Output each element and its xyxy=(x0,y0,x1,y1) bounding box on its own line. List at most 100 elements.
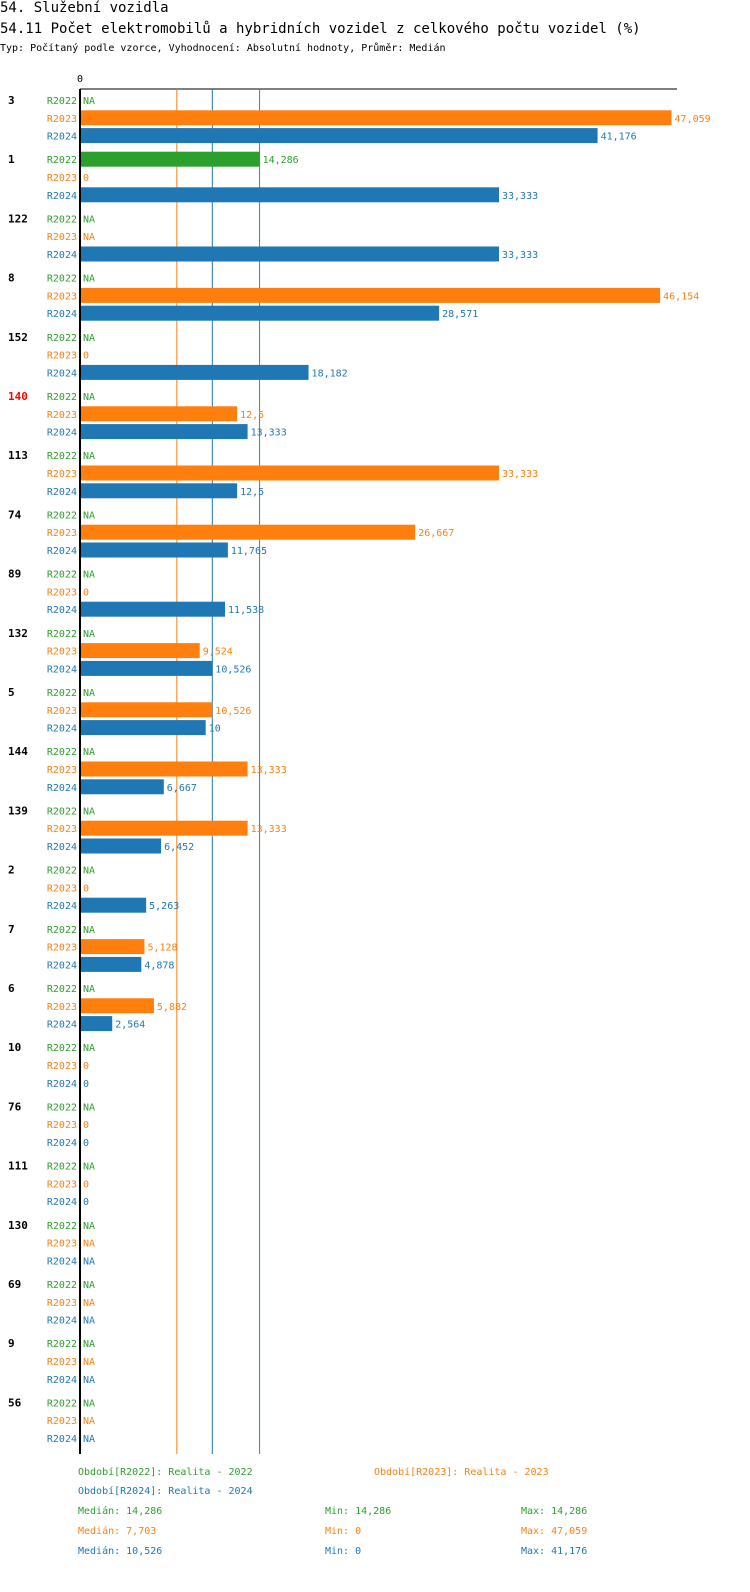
value-label: 14,286 xyxy=(263,155,299,166)
bar-144-r2023 xyxy=(80,761,248,777)
value-label: 5,882 xyxy=(157,1002,187,1013)
series-label: R2023 xyxy=(47,943,77,954)
value-label: NA xyxy=(83,570,95,581)
bar-3-r2023 xyxy=(80,110,672,126)
value-label: NA xyxy=(83,925,95,936)
value-label: 0 xyxy=(83,1138,89,1149)
series-label: R2023 xyxy=(47,1061,77,1072)
group-label: 111 xyxy=(8,1160,28,1173)
bar-7-r2023 xyxy=(80,939,145,955)
value-label: NA xyxy=(83,274,95,285)
series-label: R2023 xyxy=(47,291,77,302)
value-label: 13,333 xyxy=(251,428,287,439)
value-label: 10 xyxy=(209,724,221,735)
series-label: R2024 xyxy=(47,724,77,735)
group-label: 132 xyxy=(8,627,28,640)
bar-139-r2023 xyxy=(80,820,248,836)
value-label: 10,526 xyxy=(215,664,251,675)
value-label: 28,571 xyxy=(442,309,478,320)
value-label: NA xyxy=(83,510,95,521)
value-label: NA xyxy=(83,1102,95,1113)
group-label: 8 xyxy=(8,272,15,285)
series-label: R2024 xyxy=(47,960,77,971)
value-label: NA xyxy=(83,806,95,817)
group-label: 139 xyxy=(8,804,28,817)
series-label: R2023 xyxy=(47,351,77,362)
group-label: 6 xyxy=(8,982,15,995)
series-label: R2022 xyxy=(47,925,77,936)
group-label: 74 xyxy=(8,508,22,521)
series-label: R2023 xyxy=(47,1239,77,1250)
value-label: 0 xyxy=(83,587,89,598)
series-label: R2024 xyxy=(47,1316,77,1327)
bar-74-r2023 xyxy=(80,524,416,540)
value-label: 0 xyxy=(83,1061,89,1072)
series-label: R2022 xyxy=(47,1102,77,1113)
stat-median: Medián: 10,526 xyxy=(78,1545,162,1557)
bar-122-r2024 xyxy=(80,246,499,262)
series-label: R2023 xyxy=(47,765,77,776)
series-label: R2022 xyxy=(47,629,77,640)
series-label: R2024 xyxy=(47,664,77,675)
value-label: NA xyxy=(83,1416,95,1427)
series-label: R2024 xyxy=(47,605,77,616)
series-label: R2024 xyxy=(47,1434,77,1445)
bar-8-r2024 xyxy=(80,305,440,321)
series-label: R2023 xyxy=(47,706,77,717)
series-label: R2024 xyxy=(47,132,77,143)
value-label: NA xyxy=(83,688,95,699)
group-label: 7 xyxy=(8,923,15,936)
value-label: NA xyxy=(83,451,95,462)
bar-74-r2024 xyxy=(80,542,228,558)
series-label: R2024 xyxy=(47,901,77,912)
value-label: NA xyxy=(83,1162,95,1173)
series-label: R2022 xyxy=(47,984,77,995)
value-label: NA xyxy=(83,1221,95,1232)
value-label: 6,667 xyxy=(167,783,197,794)
bar-89-r2024 xyxy=(80,601,226,617)
series-label: R2022 xyxy=(47,866,77,877)
value-label: 0 xyxy=(83,1079,89,1090)
value-label: NA xyxy=(83,1434,95,1445)
value-label: NA xyxy=(83,1316,95,1327)
series-label: R2024 xyxy=(47,487,77,498)
value-label: NA xyxy=(83,1239,95,1250)
value-label: NA xyxy=(83,214,95,225)
stat-min: Min: 14,286 xyxy=(325,1506,391,1517)
group-label: 76 xyxy=(8,1100,22,1113)
series-label: R2023 xyxy=(47,469,77,480)
value-label: 10,526 xyxy=(215,706,251,717)
value-label: NA xyxy=(83,1375,95,1386)
series-label: R2023 xyxy=(47,114,77,125)
legend-entry: Období[R2023]: Realita - 2023 xyxy=(374,1466,549,1478)
series-label: R2024 xyxy=(47,1197,77,1208)
bar-5-r2023 xyxy=(80,702,213,718)
value-label: 0 xyxy=(83,1179,89,1190)
series-label: R2024 xyxy=(47,428,77,439)
value-label: 13,333 xyxy=(251,824,287,835)
value-label: 12,5 xyxy=(240,487,264,498)
stat-max: Max: 47,059 xyxy=(521,1526,587,1537)
series-label: R2024 xyxy=(47,546,77,557)
group-label: 144 xyxy=(8,745,28,758)
bar-113-r2023 xyxy=(80,465,499,481)
group-label: 113 xyxy=(8,449,28,462)
value-label: 0 xyxy=(83,883,89,894)
series-label: R2022 xyxy=(47,1280,77,1291)
series-label: R2023 xyxy=(47,1002,77,1013)
group-label: 140 xyxy=(8,390,28,403)
bar-6-r2024 xyxy=(80,1016,113,1032)
series-label: R2022 xyxy=(47,214,77,225)
chart-title: 54.11 Počet elektromobilů a hybridních v… xyxy=(0,21,641,37)
bar-6-r2023 xyxy=(80,998,154,1014)
value-label: NA xyxy=(83,866,95,877)
x-axis-origin-label: 0 xyxy=(77,74,83,85)
value-label: 26,667 xyxy=(418,528,454,539)
bar-132-r2024 xyxy=(80,660,213,676)
bar-140-r2023 xyxy=(80,406,238,422)
series-label: R2024 xyxy=(47,1020,77,1031)
series-label: R2024 xyxy=(47,1079,77,1090)
series-label: R2022 xyxy=(47,274,77,285)
series-label: R2024 xyxy=(47,309,77,320)
